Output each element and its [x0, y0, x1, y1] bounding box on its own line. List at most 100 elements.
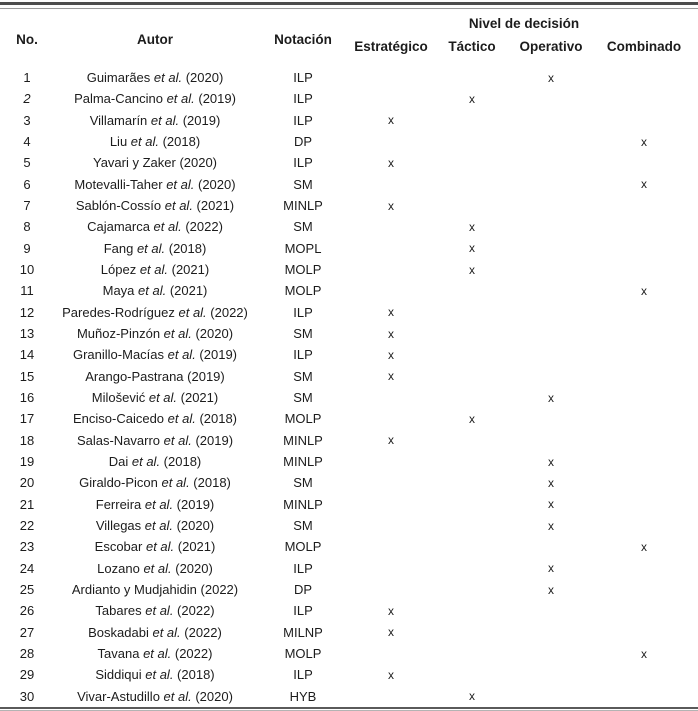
author-cell: Granillo-Macías et al. (2019): [54, 344, 256, 365]
author-year: (2018): [168, 240, 207, 256]
level-mark-cell-combinado: [590, 451, 698, 472]
author-etal: et al.: [167, 347, 200, 363]
table-row: 19 Dai et al. (2018) MINLP x: [0, 451, 698, 472]
level-mark-cell-combinado: x: [641, 283, 648, 298]
author-year: (2019): [187, 368, 225, 384]
author-cell: Vivar-Astudillo et al. (2020): [54, 686, 256, 707]
notation-cell: MOLP: [284, 262, 322, 278]
level-mark-cell-tactico: x: [469, 219, 475, 234]
col-header-tactico: Táctico: [448, 39, 496, 54]
author-cell: Maya et al. (2021): [54, 280, 256, 301]
row-number-cell: 4: [23, 134, 31, 150]
level-mark-cell-combinado: [590, 323, 698, 344]
row-number-cell: 22: [19, 518, 35, 534]
level-mark-cell-tactico: [432, 152, 512, 173]
author-year: (2021): [180, 390, 219, 406]
author-year: (2018): [177, 667, 215, 683]
table-bottom-rule-light: [0, 709, 698, 711]
level-mark-cell-tactico: [432, 622, 512, 643]
author-year: (2020): [179, 155, 218, 171]
level-mark-cell-tactico: [432, 302, 512, 323]
author-cell: Fang et al. (2018): [54, 238, 256, 259]
author-name: Granillo-Macías: [72, 347, 168, 363]
row-number-cell: 12: [19, 304, 35, 320]
row-number-cell: 3: [23, 112, 31, 128]
level-mark-cell-operativo: [512, 131, 590, 152]
notation-cell: SM: [293, 518, 313, 534]
level-mark-cell-operativo: [512, 216, 590, 237]
col-header-combinado: Combinado: [606, 39, 682, 54]
author-name: Tavana: [97, 646, 144, 662]
level-mark-cell-estrategico: [350, 280, 432, 301]
author-year: (2020): [195, 326, 234, 342]
level-mark-cell-combinado: [590, 366, 698, 387]
author-year: (2018): [163, 454, 202, 470]
notation-cell: SM: [293, 176, 313, 192]
table-top-rule-thin: [0, 8, 698, 9]
level-mark-cell-combinado: [590, 430, 698, 451]
notation-cell: MINLP: [283, 496, 323, 512]
level-mark-cell-operativo: [512, 174, 590, 195]
level-mark-cell-operativo: [512, 686, 590, 707]
level-mark-cell-combinado: [590, 579, 698, 600]
author-etal: et al.: [145, 667, 178, 683]
notation-cell: MINLP: [283, 432, 323, 448]
notation-cell: ILP: [293, 70, 313, 86]
notation-cell: ILP: [293, 91, 313, 107]
level-mark-cell-operativo: x: [548, 454, 554, 469]
level-mark-cell-tactico: [432, 558, 512, 579]
author-etal: et al.: [144, 518, 177, 534]
level-mark-cell-operativo: x: [548, 390, 554, 405]
level-mark-cell-combinado: [590, 664, 698, 685]
col-header-notation: Notación: [274, 31, 332, 47]
level-mark-cell-operativo: [512, 366, 590, 387]
level-mark-cell-tactico: [432, 472, 512, 493]
level-mark-cell-estrategico: x: [388, 433, 394, 448]
author-etal: et al.: [161, 475, 194, 491]
level-mark-cell-estrategico: [350, 387, 432, 408]
table-row: 14 Granillo-Macías et al. (2019) ILP x: [0, 344, 698, 365]
table-bottom-rule-dark: [0, 706, 698, 709]
row-number-cell: 15: [19, 368, 35, 384]
author-name: Villegas: [95, 518, 145, 534]
level-mark-cell-operativo: [512, 408, 590, 429]
notation-cell: MOLP: [284, 539, 322, 555]
table-row: 18 Salas-Navarro et al. (2019) MINLP x: [0, 430, 698, 451]
author-name: Ferreira: [95, 496, 145, 512]
author-name: Enciso-Caicedo: [72, 411, 168, 427]
col-header-operativo: Operativo: [519, 39, 583, 54]
author-year: (2019): [198, 91, 236, 107]
level-mark-cell-tactico: [432, 110, 512, 131]
table-body: 1 Guimarães et al. (2020) ILP x 2 Palma-Canci…: [0, 67, 698, 707]
level-mark-cell-tactico: [432, 174, 512, 195]
level-mark-cell-estrategico: [350, 515, 432, 536]
level-mark-cell-combinado: [590, 494, 698, 515]
author-cell: Cajamarca et al. (2022): [54, 216, 256, 237]
col-group-header-decision-level: Nivel de decisión: [468, 15, 580, 31]
author-year: (2018): [199, 411, 238, 427]
notation-cell: DP: [293, 582, 313, 598]
table-row: 9 Fang et al. (2018) MOPL x: [0, 238, 698, 259]
level-mark-cell-tactico: [432, 195, 512, 216]
table-row: 27 Boskadabi et al. (2022) MILNP x: [0, 622, 698, 643]
level-mark-cell-tactico: [432, 323, 512, 344]
row-number-cell: 11: [20, 283, 34, 299]
col-header-author: Autor: [137, 31, 173, 47]
table-row: 5 Yavari y Zaker (2020) ILP x: [0, 152, 698, 173]
author-etal: et al.: [150, 112, 183, 128]
author-cell: Sablón-Cossío et al. (2021): [54, 195, 256, 216]
author-year: (2019): [199, 347, 237, 363]
author-etal: et al.: [153, 70, 186, 86]
level-mark-cell-tactico: [432, 600, 512, 621]
author-etal: et al.: [166, 91, 199, 107]
level-mark-cell-combinado: [590, 238, 698, 259]
author-cell: Motevalli-Taher et al. (2020): [54, 174, 256, 195]
table-row: 20 Giraldo-Picon et al. (2018) SM x: [0, 472, 698, 493]
author-etal: et al.: [145, 539, 178, 555]
level-mark-cell-tactico: [432, 430, 512, 451]
level-mark-cell-operativo: [512, 152, 590, 173]
level-mark-cell-tactico: [432, 515, 512, 536]
table-row: 16 Milošević et al. (2021) SM x: [0, 387, 698, 408]
level-mark-cell-tactico: x: [469, 91, 475, 106]
level-mark-cell-estrategico: x: [388, 198, 394, 213]
